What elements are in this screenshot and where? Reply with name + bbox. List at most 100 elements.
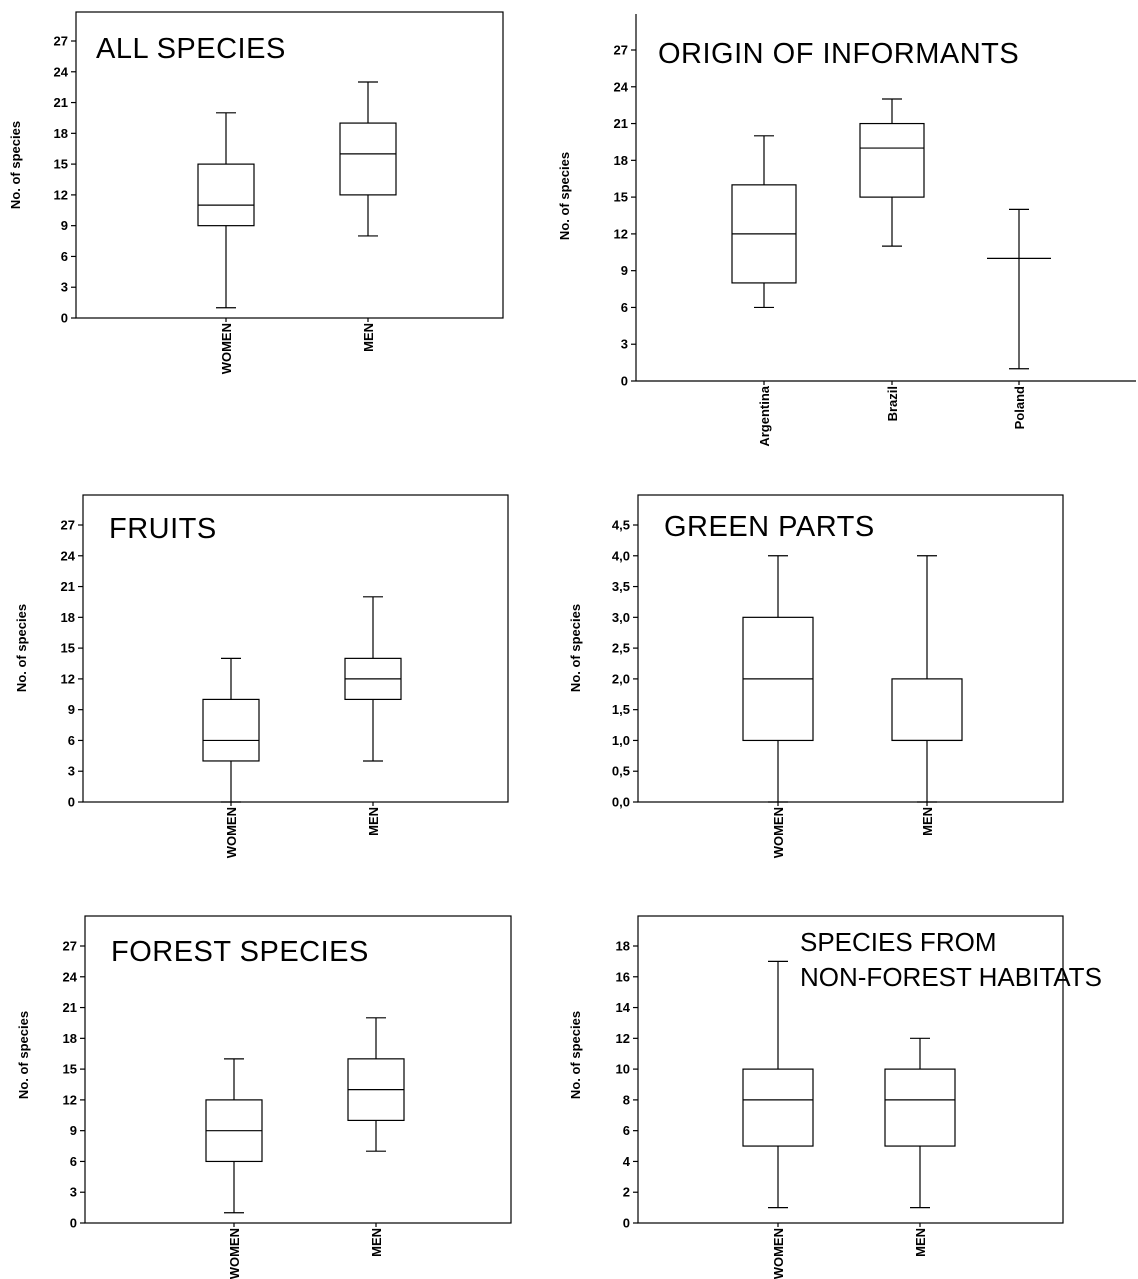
box-men (891, 555, 963, 803)
y-tick-label: 9 (621, 263, 628, 278)
y-tick-label: 3 (621, 337, 628, 352)
box-brazil (859, 98, 925, 247)
x-category-label: Argentina (757, 385, 772, 446)
y-tick-label: 3,5 (612, 579, 630, 594)
y-tick-label: 15 (54, 157, 68, 172)
y-tick-label: 0 (621, 374, 628, 389)
y-tick-label: 9 (70, 1123, 77, 1138)
y-tick-label: 27 (63, 939, 77, 954)
box-women (742, 555, 814, 803)
box-women (197, 112, 255, 309)
y-tick-label: 2 (623, 1185, 630, 1200)
y-tick-label: 0 (61, 311, 68, 326)
y-tick-label: 3 (61, 280, 68, 295)
x-category-label: WOMEN (227, 1228, 242, 1279)
y-tick-label: 4 (623, 1154, 631, 1169)
y-tick-label: 24 (61, 548, 76, 563)
y-tick-label: 1,5 (612, 702, 630, 717)
x-category-label: MEN (369, 1228, 384, 1257)
y-tick-label: 4,5 (612, 518, 630, 533)
x-category-label: Brazil (885, 386, 900, 421)
chart-title: FOREST SPECIES (111, 936, 369, 968)
y-tick-label: 21 (63, 1000, 77, 1015)
box-iqr (197, 163, 255, 227)
box-iqr (202, 698, 260, 762)
y-tick-label: 12 (616, 1031, 630, 1046)
y-tick-label: 27 (54, 34, 68, 49)
y-tick-label: 0 (68, 795, 75, 810)
y-axis-label: No. of species (557, 152, 572, 240)
y-tick-label: 3,0 (612, 610, 630, 625)
y-tick-label: 6 (70, 1154, 77, 1169)
y-tick-label: 24 (54, 64, 69, 79)
y-tick-label: 12 (63, 1092, 77, 1107)
chart-panel-4: 0,0 0,5 1,0 1,5 2,0 2,5 3,0 3,5 4,0 4,5 No. of spe… (568, 494, 1064, 858)
y-tick-label: 3 (68, 764, 75, 779)
x-category-label: WOMEN (224, 807, 239, 858)
y-axis-label: No. of species (568, 604, 583, 692)
y-tick-label: 18 (61, 610, 75, 625)
y-tick-label: 12 (614, 226, 628, 241)
y-tick-label: 15 (614, 190, 628, 205)
y-tick-label: 6 (623, 1123, 630, 1138)
y-tick-label: 18 (616, 939, 630, 954)
box-men (884, 1037, 956, 1209)
y-tick-label: 21 (614, 116, 628, 131)
x-category-label: WOMEN (219, 323, 234, 374)
y-axis-label: No. of species (14, 604, 29, 692)
chart-title: GREEN PARTS (664, 511, 875, 543)
chart-title: ORIGIN OF INFORMANTS (658, 38, 1019, 70)
box-iqr (339, 122, 397, 196)
box-women (742, 960, 814, 1209)
box-iqr (742, 1068, 814, 1147)
y-tick-label: 0 (70, 1216, 77, 1231)
y-tick-label: 12 (54, 187, 68, 202)
y-tick-label: 18 (63, 1031, 77, 1046)
y-tick-label: 16 (616, 969, 630, 984)
box-men (339, 81, 397, 237)
y-tick-label: 15 (61, 641, 75, 656)
y-tick-label: 18 (614, 153, 628, 168)
box-iqr (884, 1068, 956, 1147)
box-argentina (731, 135, 797, 309)
x-category-label: WOMEN (771, 807, 786, 858)
y-tick-label: 10 (616, 1062, 630, 1077)
box-men (347, 1017, 405, 1152)
y-tick-label: 24 (614, 79, 629, 94)
y-tick-label: 2,0 (612, 671, 630, 686)
y-tick-label: 4,0 (612, 548, 630, 563)
chart-panel-3: 0 3 6 9 12 15 18 21 24 27 No. of species FRUITS WOME… (14, 494, 509, 858)
x-category-label: MEN (366, 807, 381, 836)
y-tick-label: 21 (61, 579, 75, 594)
x-category-label: MEN (361, 323, 376, 352)
y-axis-label: No. of species (8, 121, 23, 209)
box-women (205, 1058, 263, 1214)
chart-panel-6: 0 2 4 6 8 10 12 14 16 18 No. of species SPECIES FRO… (568, 915, 1102, 1279)
y-tick-label: 14 (616, 1000, 631, 1015)
y-axis-label: No. of species (16, 1011, 31, 1099)
y-tick-label: 18 (54, 126, 68, 141)
box-poland (987, 208, 1051, 370)
y-tick-label: 8 (623, 1092, 630, 1107)
chart-panel-1: 0 3 6 9 12 15 18 21 24 27 No. of species ALL SPECIE… (8, 11, 504, 374)
box-iqr (859, 122, 925, 198)
y-axis-label: No. of species (568, 1011, 583, 1099)
y-tick-label: 27 (614, 43, 628, 58)
y-tick-label: 27 (61, 518, 75, 533)
y-tick-label: 24 (63, 969, 78, 984)
x-category-label: Poland (1012, 386, 1027, 429)
y-tick-label: 12 (61, 671, 75, 686)
x-category-label: WOMEN (771, 1228, 786, 1279)
y-tick-label: 15 (63, 1062, 77, 1077)
y-tick-label: 2,5 (612, 641, 630, 656)
box-iqr (891, 678, 963, 742)
y-tick-label: 9 (61, 218, 68, 233)
y-tick-label: 6 (68, 733, 75, 748)
y-tick-label: 9 (68, 702, 75, 717)
y-tick-label: 0 (623, 1216, 630, 1231)
y-tick-label: 6 (621, 300, 628, 315)
y-tick-label: 0,0 (612, 795, 630, 810)
y-tick-label: 3 (70, 1185, 77, 1200)
plot-frame (75, 11, 504, 319)
